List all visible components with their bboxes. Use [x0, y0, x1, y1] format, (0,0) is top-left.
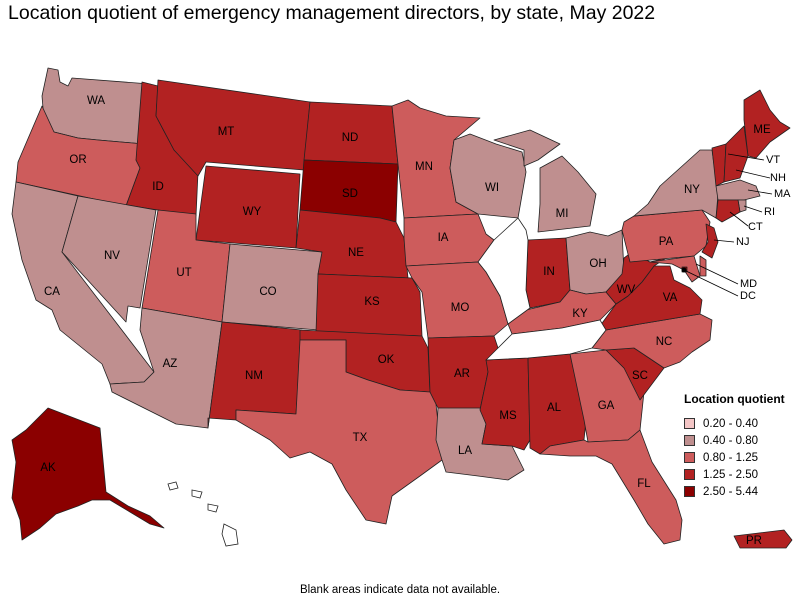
legend-label: 0.80 - 1.25: [703, 451, 758, 464]
state-PR: [733, 529, 793, 549]
state-label-KS: KS: [364, 296, 380, 308]
state-label-TX: TX: [353, 432, 368, 444]
state-label-IA: IA: [438, 232, 449, 244]
state-labels: WA OR CA ID NV MT WY UT AZ CO NM ND SD NE KS OK TX MN IA MO…: [40, 95, 791, 547]
legend-title: Location quotient: [684, 392, 785, 406]
state-label-MA: MA: [774, 188, 791, 200]
state-label-NH: NH: [770, 172, 786, 184]
state-label-CT: CT: [748, 221, 763, 233]
state-label-CA: CA: [44, 286, 60, 298]
state-label-MO: MO: [451, 302, 470, 314]
state-label-NY: NY: [684, 184, 700, 196]
state-label-MN: MN: [415, 161, 433, 173]
legend-label: 1.25 - 2.50: [703, 468, 758, 481]
state-label-WA: WA: [87, 95, 105, 107]
state-NH: [723, 125, 749, 183]
legend-item: 1.25 - 2.50: [684, 466, 800, 483]
state-label-KY: KY: [572, 308, 588, 320]
state-TN: [485, 319, 607, 361]
state-label-MI: MI: [556, 208, 569, 220]
legend-label: 2.50 - 5.44: [703, 485, 758, 498]
state-label-MT: MT: [218, 126, 235, 138]
state-MI: [493, 129, 597, 233]
legend-item: 0.80 - 1.25: [684, 449, 800, 466]
state-label-UT: UT: [176, 267, 191, 279]
state-label-WV: WV: [617, 284, 636, 296]
state-label-AK: AK: [40, 462, 56, 474]
state-AK: [11, 407, 165, 541]
state-label-MD: MD: [740, 278, 757, 290]
legend-swatch: [684, 452, 695, 463]
legend-item: 0.40 - 0.80: [684, 432, 800, 449]
state-label-SC: SC: [632, 370, 648, 382]
state-CT: [715, 199, 741, 223]
state-label-IN: IN: [543, 266, 555, 278]
legend-swatch: [684, 435, 695, 446]
state-label-PA: PA: [659, 236, 674, 248]
legend-swatch: [684, 418, 695, 429]
state-label-SD: SD: [342, 188, 358, 200]
state-PA: [621, 209, 711, 263]
state-label-CO: CO: [259, 286, 276, 298]
state-label-MS: MS: [499, 410, 517, 422]
state-IL: [477, 217, 531, 325]
state-label-NC: NC: [656, 336, 673, 348]
state-TX: [235, 339, 443, 525]
state-label-RI: RI: [764, 206, 775, 218]
state-FL: [539, 429, 683, 545]
state-label-OK: OK: [378, 354, 395, 366]
footnote: Blank areas indicate data not available.: [299, 584, 501, 596]
state-label-NJ: NJ: [736, 236, 749, 248]
state-NV: [61, 195, 157, 323]
state-HI: [167, 481, 239, 547]
legend: Location quotient 0.20 - 0.40 0.40 - 0.8…: [684, 392, 800, 500]
state-label-NE: NE: [348, 247, 364, 259]
state-label-ME: ME: [753, 124, 771, 136]
state-label-PR: PR: [746, 535, 762, 547]
state-label-VT: VT: [766, 154, 780, 166]
legend-swatch: [684, 486, 695, 497]
state-label-GA: GA: [598, 400, 615, 412]
small-state-callouts: [681, 153, 773, 297]
legend-item: 2.50 - 5.44: [684, 483, 800, 500]
states-layer: [11, 67, 793, 549]
state-WI: [449, 133, 527, 219]
state-label-WI: WI: [485, 182, 499, 194]
state-label-AZ: AZ: [163, 358, 178, 370]
legend-item: 0.20 - 0.40: [684, 415, 800, 432]
state-KS: [315, 273, 423, 337]
state-label-NM: NM: [245, 370, 263, 382]
state-label-ND: ND: [342, 132, 359, 144]
state-label-AR: AR: [454, 368, 470, 380]
state-label-VA: VA: [663, 292, 678, 304]
state-label-LA: LA: [458, 445, 472, 457]
state-NY: [633, 149, 719, 219]
state-label-ID: ID: [152, 181, 164, 193]
state-label-NV: NV: [104, 250, 120, 262]
state-label-DC: DC: [740, 290, 756, 302]
state-label-AL: AL: [547, 402, 562, 414]
state-label-OR: OR: [69, 154, 86, 166]
state-label-WY: WY: [243, 206, 262, 218]
state-DE: [699, 255, 707, 277]
state-label-OH: OH: [589, 258, 606, 270]
legend-swatch: [684, 469, 695, 480]
legend-label: 0.20 - 0.40: [703, 417, 758, 430]
map-title: Location quotient of emergency managemen…: [8, 2, 656, 24]
state-NJ: [701, 223, 719, 259]
state-MD: [649, 255, 701, 283]
legend-label: 0.40 - 0.80: [703, 434, 758, 447]
state-label-FL: FL: [637, 478, 651, 490]
